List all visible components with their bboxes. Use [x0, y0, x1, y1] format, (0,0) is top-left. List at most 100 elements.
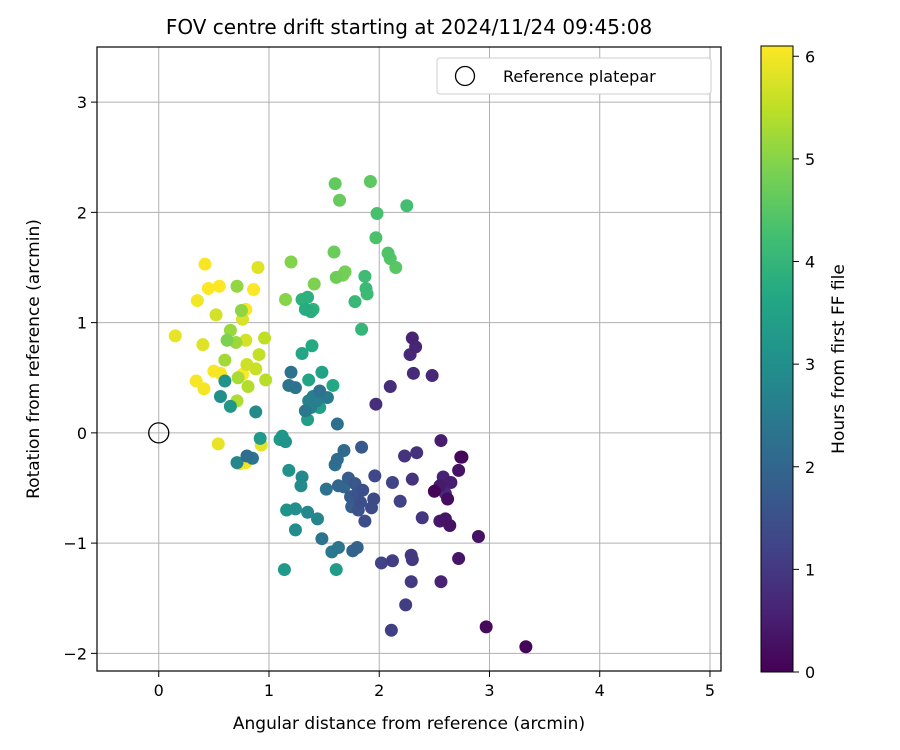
x-tick-label: 1: [264, 681, 274, 700]
y-tick-label: 1: [77, 314, 87, 333]
scatter-point: [400, 199, 414, 213]
scatter-point: [331, 479, 345, 493]
colorbar-tick-label: 0: [805, 663, 815, 682]
scatter-point: [404, 575, 418, 589]
scatter-point: [209, 308, 223, 322]
scatter-point: [284, 365, 298, 379]
scatter-point: [220, 333, 234, 347]
scatter-point: [410, 446, 424, 460]
scatter-point: [258, 331, 272, 345]
scatter-point: [247, 283, 261, 297]
scatter-point: [240, 449, 254, 463]
scatter-point: [310, 512, 324, 526]
y-tick-label: −2: [63, 644, 87, 663]
colorbar-ticks: 0 1 2 3 4 5 6: [793, 47, 815, 682]
scatter-point: [201, 281, 215, 295]
legend-marker: [454, 65, 476, 87]
scatter-point: [381, 246, 395, 260]
scatter-point: [405, 472, 419, 486]
scatter-point: [398, 449, 412, 463]
colorbar-tick-label: 1: [805, 560, 815, 579]
scatter-point: [385, 475, 399, 489]
scatter-point: [353, 495, 367, 509]
scatter-point: [359, 281, 373, 295]
scatter-point: [213, 389, 227, 403]
legend-entry: Reference platepar: [503, 67, 656, 86]
scatter-point: [384, 623, 398, 637]
scatter-point: [218, 353, 232, 367]
scatter-point: [385, 554, 399, 568]
data-points: [168, 175, 533, 654]
colorbar-label: Hours from first FF file: [829, 264, 849, 454]
scatter-point: [519, 640, 533, 654]
scatter-point: [363, 175, 377, 189]
scatter-point: [190, 294, 204, 308]
scatter-point: [249, 405, 263, 419]
scatter-point: [218, 374, 232, 388]
scatter-point: [282, 463, 296, 477]
x-axis-label: Angular distance from reference (arcmin): [233, 714, 585, 734]
scatter-point: [288, 523, 302, 537]
scatter-point: [405, 553, 419, 567]
scatter-point: [330, 417, 344, 431]
scatter-point: [326, 378, 340, 392]
scatter-point: [301, 290, 315, 304]
scatter-point: [211, 437, 225, 451]
scatter-point: [241, 380, 255, 394]
scatter-point: [315, 532, 329, 546]
x-tick-label: 2: [374, 681, 384, 700]
scatter-point: [231, 371, 245, 385]
scatter-point: [434, 434, 448, 448]
legend-box: [436, 57, 712, 95]
scatter-point: [207, 364, 221, 378]
scatter-point: [253, 431, 267, 445]
scatter-point: [234, 303, 248, 317]
colorbar-tick-label: 5: [805, 150, 815, 169]
scatter-point: [393, 494, 407, 508]
scatter-point: [369, 397, 383, 411]
scatter-point: [302, 373, 316, 387]
y-tick-label: 0: [77, 424, 87, 443]
scatter-point: [223, 399, 237, 413]
plot-frame: [96, 46, 722, 672]
scatter-point: [307, 277, 321, 291]
colorbar-tick-label: 2: [805, 458, 815, 477]
y-tick-label: 2: [77, 203, 87, 222]
y-tick-label: −1: [63, 534, 87, 553]
scatter-point: [434, 575, 448, 589]
scatter-point: [249, 362, 263, 376]
scatter-point: [288, 381, 302, 395]
scatter-point: [329, 270, 343, 284]
scatter-point: [279, 435, 293, 449]
axis-ticks: 0 1 2 3 4 5 −2 −1 0 1 2 3: [63, 93, 715, 700]
scatter-point: [230, 279, 244, 293]
scatter-point: [479, 620, 493, 634]
scatter-point: [288, 502, 302, 516]
scatter-point: [358, 514, 372, 528]
colorbar-gradient: [760, 45, 794, 673]
scatter-point: [350, 541, 364, 555]
scatter-point: [374, 556, 388, 570]
colorbar: 0 1 2 3 4 5 6 Hours from first FF file: [760, 45, 849, 682]
colorbar-tick-label: 6: [805, 47, 815, 66]
reference-point-marker: [148, 422, 170, 444]
colorbar-tick-label: 4: [805, 253, 815, 272]
scatter-point: [168, 329, 182, 343]
x-tick-label: 5: [705, 681, 715, 700]
reference-marker-layer: [148, 422, 170, 444]
scatter-point: [315, 365, 329, 379]
scatter-point: [251, 260, 265, 274]
colorbar-tick-label: 3: [805, 355, 815, 374]
y-tick-label: 3: [77, 93, 87, 112]
scatter-point: [425, 369, 439, 383]
scatter-point: [333, 193, 347, 207]
x-tick-label: 3: [484, 681, 494, 700]
scatter-point: [298, 302, 312, 316]
scatter-point: [279, 292, 293, 306]
scatter-point: [230, 456, 244, 470]
scatter-point: [252, 348, 266, 362]
scatter-point: [277, 563, 291, 577]
chart-title: FOV centre drift starting at 2024/11/24 …: [166, 15, 652, 39]
grid-lines: [97, 47, 721, 671]
